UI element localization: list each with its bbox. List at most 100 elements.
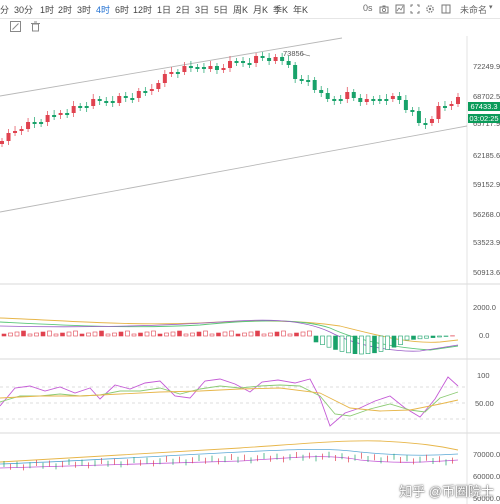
macd-bar <box>424 335 429 339</box>
tf-1h[interactable]: 1时 <box>40 5 55 15</box>
candle-body <box>78 106 83 108</box>
candle-body <box>351 92 356 98</box>
macd-bar <box>404 335 410 341</box>
tf-1d[interactable]: 1日 <box>157 5 172 15</box>
price-chart[interactable]: 73856 72249.9 68702.5 65717.9 62185.6 59… <box>0 36 500 504</box>
macd-histogram <box>1 330 455 355</box>
tf-month[interactable]: 月K <box>253 5 269 15</box>
macd-bar <box>118 331 124 337</box>
candle-body <box>319 90 324 93</box>
tf-quarter[interactable]: 季K <box>273 5 289 15</box>
macd-bar <box>151 330 156 337</box>
candle-body <box>136 91 141 98</box>
candle-body <box>254 56 259 63</box>
countdown-toggle[interactable]: 0s <box>363 3 373 13</box>
macd-axis-label: 0.0 <box>479 331 489 340</box>
macd-bar <box>131 333 137 337</box>
fullscreen-icon[interactable] <box>410 4 420 14</box>
macd-bar <box>105 333 111 337</box>
channel-upper-line[interactable] <box>0 37 343 97</box>
indicator-template-dropdown[interactable]: 未命名 <box>460 5 488 15</box>
tf-5d[interactable]: 5日 <box>214 5 229 15</box>
tf-1m[interactable]: 分 <box>0 5 10 15</box>
macd-bar <box>138 332 143 337</box>
layout-icon[interactable] <box>441 4 451 14</box>
tf-week[interactable]: 周K <box>233 5 249 15</box>
macd-bar <box>268 332 273 337</box>
macd-bar <box>359 335 364 355</box>
tf-6h[interactable]: 6时 <box>115 5 130 15</box>
candle-body <box>260 56 265 58</box>
rsi-axis-label: 100 <box>477 371 490 380</box>
tf-2h[interactable]: 2时 <box>58 5 73 15</box>
candle-body <box>156 83 161 89</box>
settings-gear-icon[interactable] <box>425 4 435 14</box>
trash-icon[interactable] <box>30 21 41 32</box>
candle-body <box>84 106 89 108</box>
candle-body <box>371 99 376 101</box>
macd-bar <box>40 331 46 337</box>
tf-3d[interactable]: 3日 <box>195 5 210 15</box>
candle-body <box>221 68 226 70</box>
drawing-toolbar <box>0 18 500 36</box>
candle-body <box>416 111 421 123</box>
price-axis-label: 68702.5 <box>473 92 500 101</box>
tf-12h[interactable]: 12时 <box>133 5 153 15</box>
candle-body <box>442 106 447 108</box>
macd-bar <box>307 330 312 337</box>
macd-bar <box>261 333 267 337</box>
candle-body <box>208 66 213 69</box>
macd-bar <box>209 333 215 337</box>
candle-body <box>97 99 102 101</box>
candle-body <box>267 58 272 61</box>
candle-body <box>13 131 18 133</box>
macd-bar <box>313 335 319 343</box>
tf-30m[interactable]: 30分 <box>14 5 34 15</box>
camera-icon[interactable] <box>379 4 389 14</box>
macd-bar <box>235 333 241 337</box>
channel-lower-line[interactable] <box>0 125 468 213</box>
candle-body <box>403 100 408 110</box>
macd-bar <box>365 335 371 354</box>
candle-body <box>45 115 50 122</box>
price-axis-label: 72249.9 <box>473 62 500 71</box>
candle-body <box>19 129 24 131</box>
candle-body <box>104 101 109 103</box>
candle-body <box>234 61 239 63</box>
vol-axis-label: 60000.0 <box>473 472 500 481</box>
candle-body <box>384 99 389 101</box>
tf-4h[interactable]: 4时 <box>96 5 111 15</box>
chart-style-icon[interactable] <box>395 4 405 14</box>
drawing-tool-icon[interactable] <box>10 21 21 32</box>
vol-ma-fast-line <box>0 456 459 469</box>
tf-year[interactable]: 年K <box>293 5 309 15</box>
macd-bar <box>27 333 33 337</box>
macd-bar <box>47 330 52 337</box>
candle-body <box>110 101 115 103</box>
candle-body <box>345 92 350 99</box>
high-price-annotation: 73856 <box>283 49 304 58</box>
chevron-down-icon[interactable]: ▾ <box>489 4 493 11</box>
macd-bar <box>398 335 403 345</box>
candle-body <box>456 97 460 104</box>
price-axis-label: 65717.9 <box>473 119 500 128</box>
macd-bar <box>229 330 234 337</box>
candle-body <box>306 80 311 82</box>
tf-2d[interactable]: 2日 <box>176 5 191 15</box>
candle-body <box>312 80 317 90</box>
candle-body <box>52 115 57 117</box>
candle-body <box>162 74 167 83</box>
macd-bar <box>287 333 293 337</box>
macd-bar <box>222 331 228 337</box>
macd-bar <box>417 335 423 340</box>
candle-body <box>130 98 135 100</box>
candle-body <box>241 61 246 63</box>
candle-body <box>293 65 298 79</box>
candle-body <box>91 99 96 106</box>
macd-bar <box>216 332 221 337</box>
macd-bar <box>294 332 299 337</box>
macd-bar <box>60 332 65 337</box>
candlestick-series <box>0 52 460 147</box>
candle-body <box>149 89 154 91</box>
tf-3h[interactable]: 3时 <box>77 5 92 15</box>
